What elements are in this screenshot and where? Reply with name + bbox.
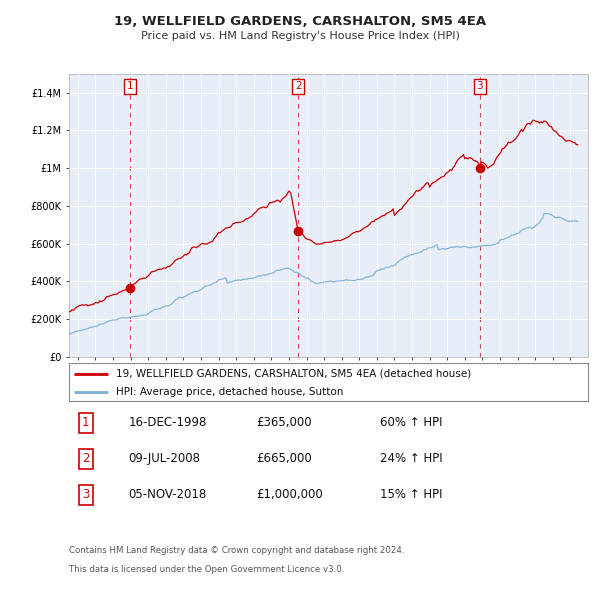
Text: £365,000: £365,000 [256, 416, 311, 429]
Text: 05-NOV-2018: 05-NOV-2018 [128, 489, 207, 502]
Text: 3: 3 [82, 489, 89, 502]
Text: This data is licensed under the Open Government Licence v3.0.: This data is licensed under the Open Gov… [69, 565, 344, 573]
Text: 1: 1 [127, 81, 133, 91]
Text: 09-JUL-2008: 09-JUL-2008 [128, 452, 200, 466]
Text: 16-DEC-1998: 16-DEC-1998 [128, 416, 207, 429]
Text: 2: 2 [295, 81, 302, 91]
Text: Contains HM Land Registry data © Crown copyright and database right 2024.: Contains HM Land Registry data © Crown c… [69, 546, 404, 555]
Text: 19, WELLFIELD GARDENS, CARSHALTON, SM5 4EA: 19, WELLFIELD GARDENS, CARSHALTON, SM5 4… [114, 15, 486, 28]
Text: Price paid vs. HM Land Registry's House Price Index (HPI): Price paid vs. HM Land Registry's House … [140, 31, 460, 41]
Text: 60% ↑ HPI: 60% ↑ HPI [380, 416, 443, 429]
Text: £1,000,000: £1,000,000 [256, 489, 323, 502]
Text: 19, WELLFIELD GARDENS, CARSHALTON, SM5 4EA (detached house): 19, WELLFIELD GARDENS, CARSHALTON, SM5 4… [116, 369, 471, 379]
Text: 1: 1 [82, 416, 89, 429]
Text: £665,000: £665,000 [256, 452, 311, 466]
Text: 3: 3 [476, 81, 483, 91]
Text: 2: 2 [82, 452, 89, 466]
Text: 24% ↑ HPI: 24% ↑ HPI [380, 452, 443, 466]
Text: HPI: Average price, detached house, Sutton: HPI: Average price, detached house, Sutt… [116, 386, 343, 396]
Text: 15% ↑ HPI: 15% ↑ HPI [380, 489, 443, 502]
